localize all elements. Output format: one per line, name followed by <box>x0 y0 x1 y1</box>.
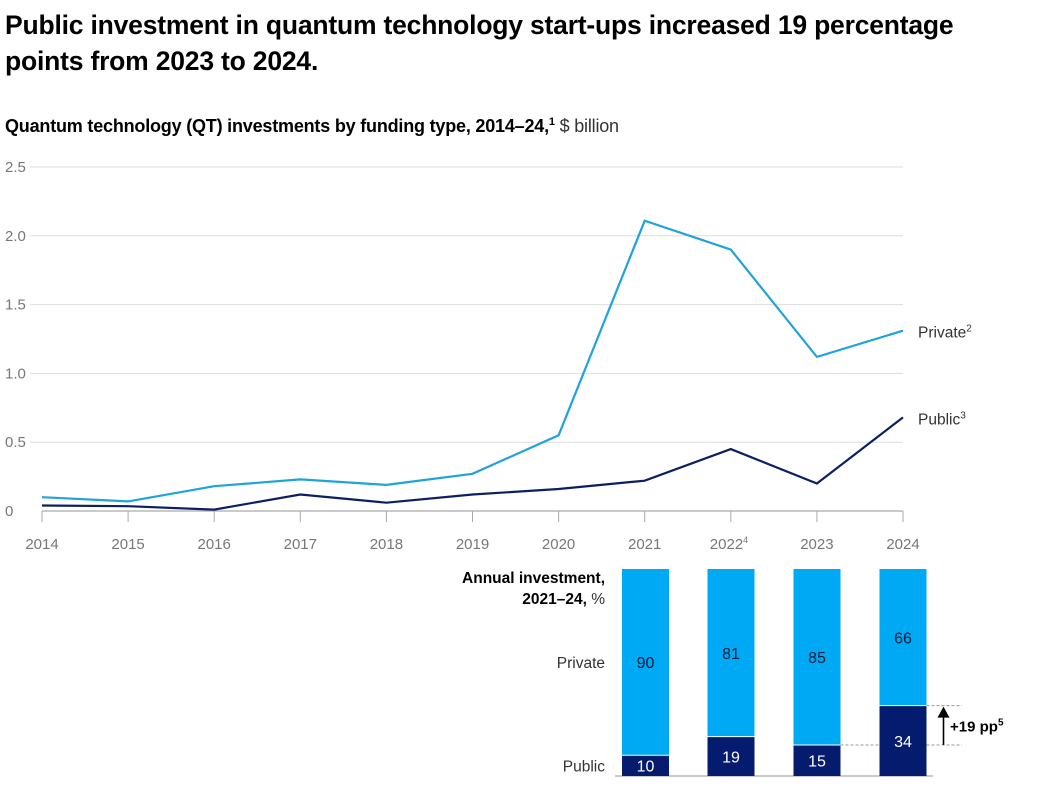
bar-chart-annotation: +19 pp5 <box>840 705 1004 746</box>
bar-label-public: Public <box>563 759 605 776</box>
bar-chart-title-unit: % <box>587 591 605 608</box>
bar-value-private: 90 <box>637 655 655 672</box>
x-tick-label: 2014 <box>25 536 58 553</box>
x-tick-label: 2023 <box>800 536 833 553</box>
bar-chart-bars: 90 10 81 19 85 15 66 34 <box>615 569 933 777</box>
y-tick-label: 1.0 <box>5 365 26 382</box>
annotation-label: +19 pp5 <box>950 717 1004 735</box>
y-tick-label: 1.5 <box>5 297 26 314</box>
bar-chart-title-line1: Annual investment, <box>462 570 605 587</box>
series-line-private <box>41 219 904 503</box>
line-chart-x-axis: 2014 2015 2016 2017 2018 2019 2020 2021 20224 202… <box>25 510 920 553</box>
bar-value-public: 10 <box>637 759 655 776</box>
chart-headline: Public investment in quantum technology … <box>5 10 954 76</box>
subtitle-main: Quantum technology (QT) investments by f… <box>5 116 549 136</box>
series-line-public <box>41 416 904 511</box>
x-tick-label: 2019 <box>456 536 489 553</box>
line-chart-series-labels: Private2 Public3 <box>918 324 972 429</box>
bar-value-private: 66 <box>894 630 912 647</box>
y-tick-label: 0.5 <box>5 434 26 451</box>
annotation-footnote: 5 <box>998 717 1004 728</box>
series-label-footnote: 3 <box>960 410 966 421</box>
bar-chart-title-line2: 2021–24, % <box>522 591 605 608</box>
x-tick-label: 2018 <box>370 536 403 553</box>
x-tick-label: 2021 <box>628 536 661 553</box>
bar-public-2021 <box>622 755 669 776</box>
bar-value-public: 34 <box>894 734 912 751</box>
y-tick-label: 0 <box>5 503 13 520</box>
x-tick-label: 2015 <box>111 536 144 553</box>
bar-private-2024 <box>879 569 927 706</box>
y-tick-label: 2.5 <box>5 159 26 176</box>
x-tick-label: 2016 <box>198 536 231 553</box>
bar-chart-series-labels: Private Public <box>557 655 605 776</box>
bar-public-2022 <box>707 736 755 776</box>
bar-chart-title-years: 2021–24, <box>522 591 587 608</box>
subtitle-footnote: 1 <box>548 116 555 128</box>
x-tick-label: 20224 <box>710 535 748 553</box>
series-label-private: Private2 <box>918 324 972 342</box>
bar-value-public: 15 <box>808 753 826 770</box>
bar-label-private: Private <box>557 655 605 672</box>
y-tick-label: 2.0 <box>5 228 26 245</box>
bar-value-private: 81 <box>722 646 740 663</box>
bar-chart-header: Annual investment, 2021–24, % <box>462 570 605 608</box>
x-tick-label: 2017 <box>284 536 317 553</box>
bar-public-2023 <box>793 744 841 776</box>
bar-private-2023 <box>793 569 841 745</box>
arrow-up-icon <box>937 706 950 718</box>
bar-value-private: 85 <box>808 650 826 667</box>
line-chart-gridlines <box>30 166 903 443</box>
chart-subtitle: Quantum technology (QT) investments by f… <box>5 114 619 138</box>
series-label-footnote: 2 <box>966 324 972 335</box>
x-tick-label: 2020 <box>542 536 575 553</box>
bar-private-2021 <box>622 569 669 756</box>
line-chart-series <box>41 219 904 511</box>
series-label-public: Public3 <box>918 410 966 428</box>
x-tick-footnote: 4 <box>743 535 748 545</box>
x-tick-label: 2024 <box>886 536 919 553</box>
bar-private-2022 <box>707 569 755 737</box>
subtitle-unit: $ billion <box>554 116 619 136</box>
line-chart-y-axis: 0 0.5 1.0 1.5 2.0 2.5 <box>5 159 26 520</box>
bar-public-2024 <box>879 705 927 776</box>
bar-value-public: 19 <box>722 749 740 766</box>
